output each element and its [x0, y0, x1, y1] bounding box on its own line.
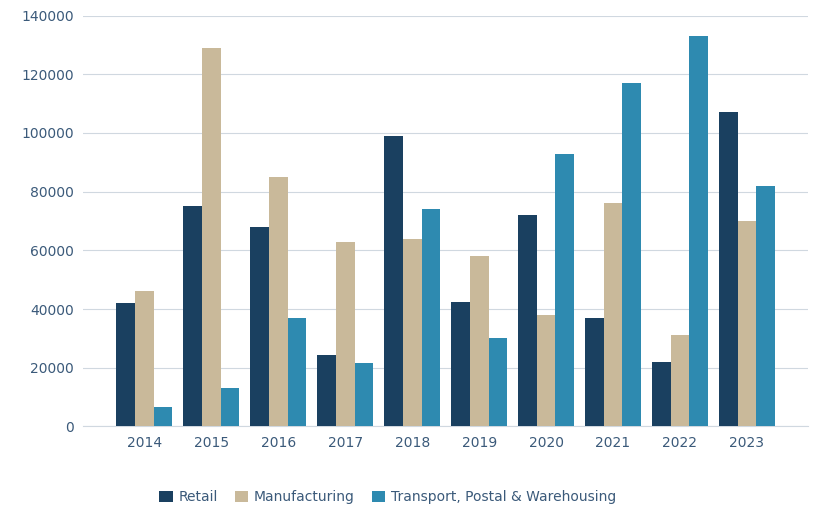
Bar: [269, 177, 287, 426]
Bar: [470, 256, 488, 426]
Bar: [221, 388, 239, 426]
Bar: [451, 302, 470, 426]
Bar: [719, 112, 737, 426]
Bar: [756, 186, 775, 426]
Bar: [622, 83, 641, 426]
Bar: [250, 227, 269, 426]
Bar: [384, 136, 403, 426]
Bar: [287, 318, 307, 426]
Bar: [154, 407, 172, 426]
Bar: [317, 355, 336, 426]
Legend: Retail, Manufacturing, Transport, Postal & Warehousing: Retail, Manufacturing, Transport, Postal…: [153, 485, 621, 510]
Bar: [488, 339, 507, 426]
Bar: [135, 291, 154, 426]
Bar: [518, 215, 536, 426]
Bar: [183, 206, 202, 426]
Bar: [202, 48, 221, 426]
Bar: [536, 315, 556, 426]
Bar: [403, 239, 421, 426]
Bar: [336, 241, 355, 426]
Bar: [652, 362, 671, 426]
Bar: [355, 363, 373, 426]
Bar: [585, 318, 604, 426]
Bar: [671, 335, 690, 426]
Bar: [556, 153, 574, 426]
Bar: [737, 221, 756, 426]
Bar: [690, 36, 708, 426]
Bar: [421, 209, 441, 426]
Bar: [117, 303, 135, 426]
Bar: [604, 203, 622, 426]
